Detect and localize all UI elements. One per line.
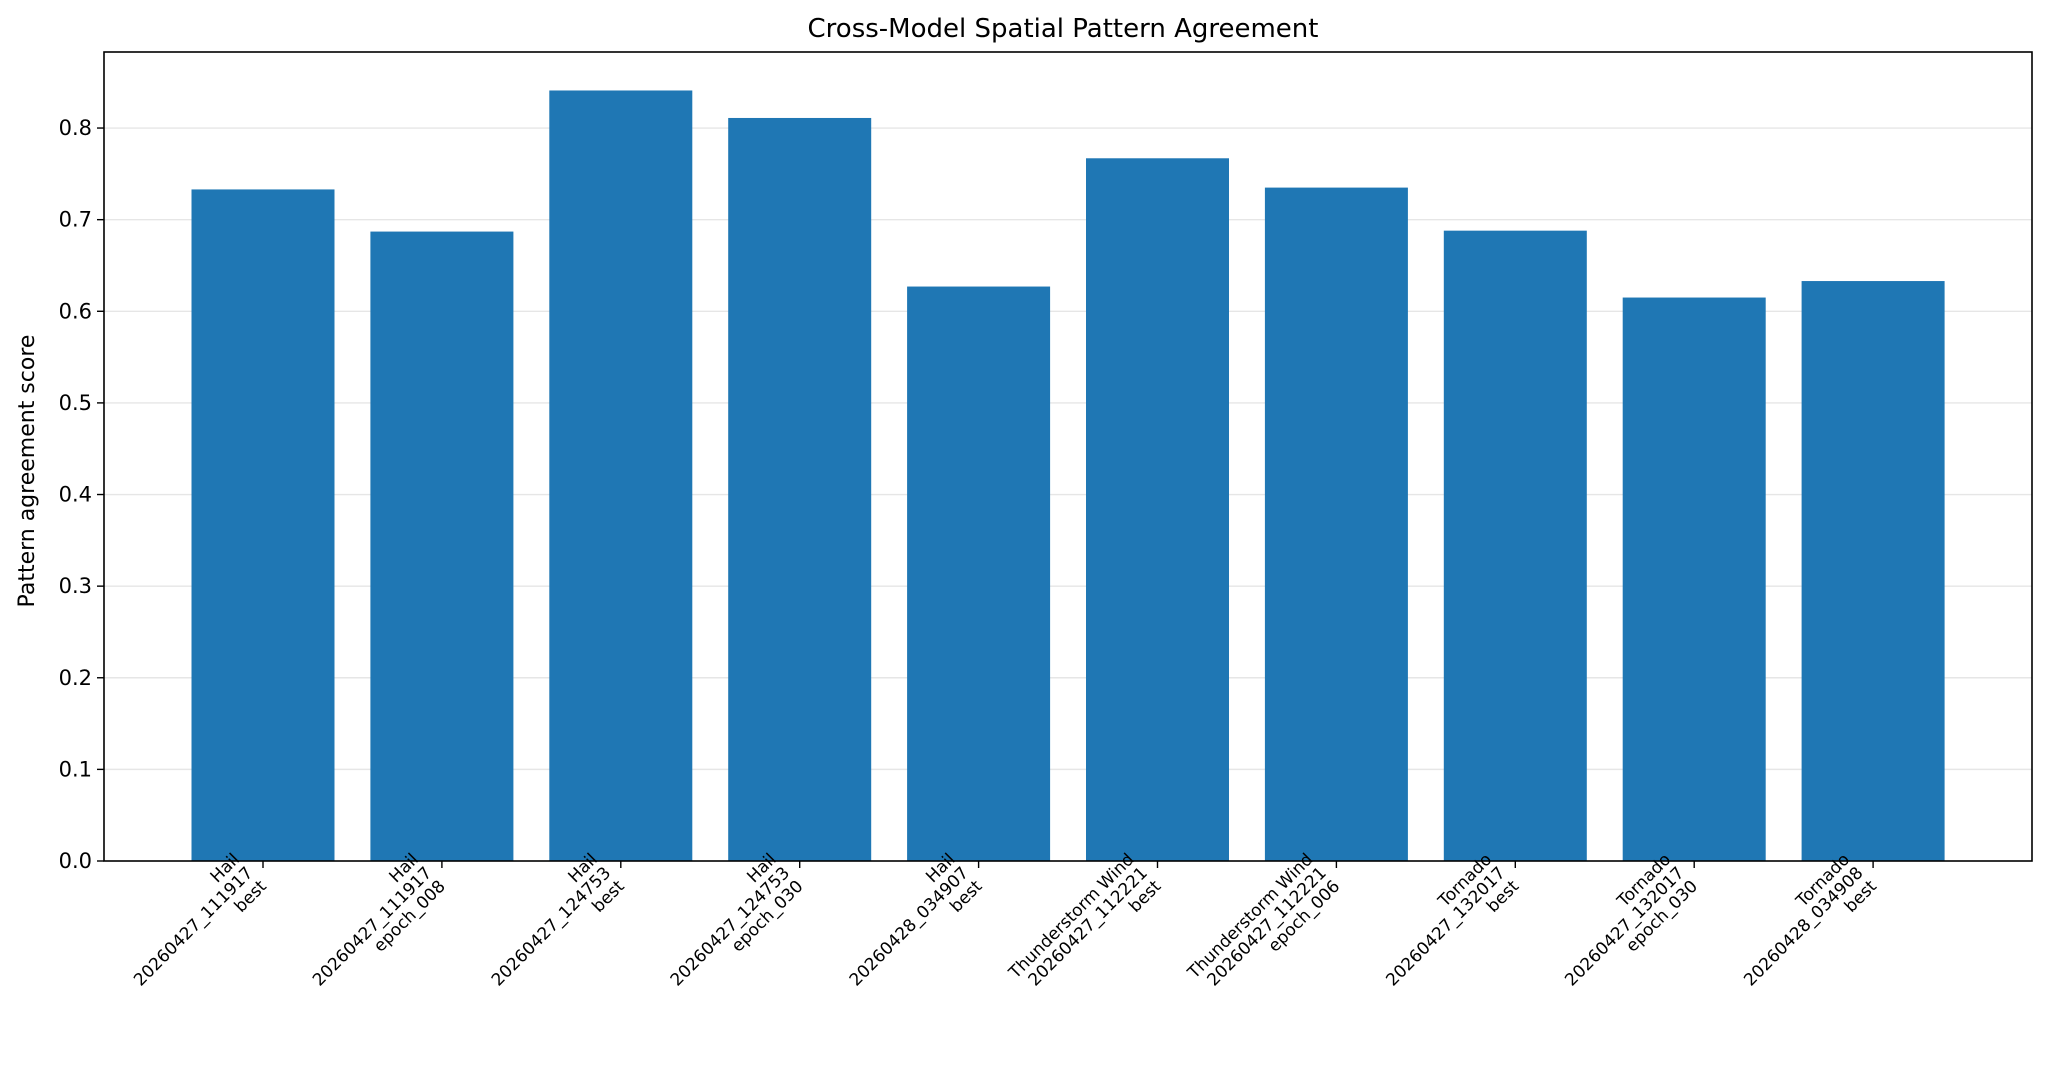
y-tick-label: 0.0: [59, 849, 92, 873]
x-tick-label-line: 20260428_034908: [1740, 863, 1867, 990]
bar: [1622, 297, 1766, 862]
y-axis-label: Pattern agreement score: [15, 335, 40, 608]
y-tick-label: 0.5: [59, 391, 92, 415]
x-tick-label-line: 20260427_124753: [488, 863, 615, 990]
y-axis-ticks: 0.0 0.1 0.2 0.3 0.4 0.5 0.6 0.7 0.8: [59, 116, 104, 873]
x-tick-label: Thunderstorm Wind20260427_112221epoch_00…: [1183, 850, 1344, 991]
bar: [1443, 230, 1587, 862]
bar: [1086, 158, 1229, 862]
bar: [191, 189, 335, 862]
chart-title: Cross-Model Spatial Pattern Agreement: [808, 14, 1319, 44]
x-tick-label-line: 20260428_034907: [846, 863, 973, 990]
y-tick-label: 0.6: [59, 299, 92, 323]
x-tick-label-line: 20260427_124753: [667, 863, 794, 990]
bar: [728, 117, 872, 862]
x-tick-label-line: Thunderstorm Wind: [1005, 850, 1139, 984]
bar: [1801, 281, 1945, 861]
y-tick-label: 0.3: [59, 574, 92, 598]
bar: [370, 231, 514, 862]
x-tick-label-line: 20260427_132017: [1382, 863, 1509, 990]
x-tick-label-line: 20260427_112221: [1025, 863, 1152, 990]
y-tick-label: 0.2: [59, 666, 92, 690]
x-tick-label-line: 20260427_111917: [309, 863, 436, 990]
y-tick-label: 0.7: [59, 208, 92, 232]
bar: [1264, 187, 1408, 862]
y-tick-label: 0.4: [59, 483, 92, 507]
x-tick-label-line: 20260427_132017: [1561, 863, 1688, 990]
x-tick-label-line: 20260427_112221: [1204, 863, 1331, 990]
bars: [191, 90, 1945, 862]
plot-frame: [103, 51, 2033, 862]
bar: [549, 90, 693, 862]
x-tick-label-line: 20260427_111917: [130, 863, 257, 990]
y-tick-label: 0.8: [59, 116, 92, 140]
bar: [907, 286, 1051, 861]
y-tick-label: 0.1: [59, 757, 92, 781]
